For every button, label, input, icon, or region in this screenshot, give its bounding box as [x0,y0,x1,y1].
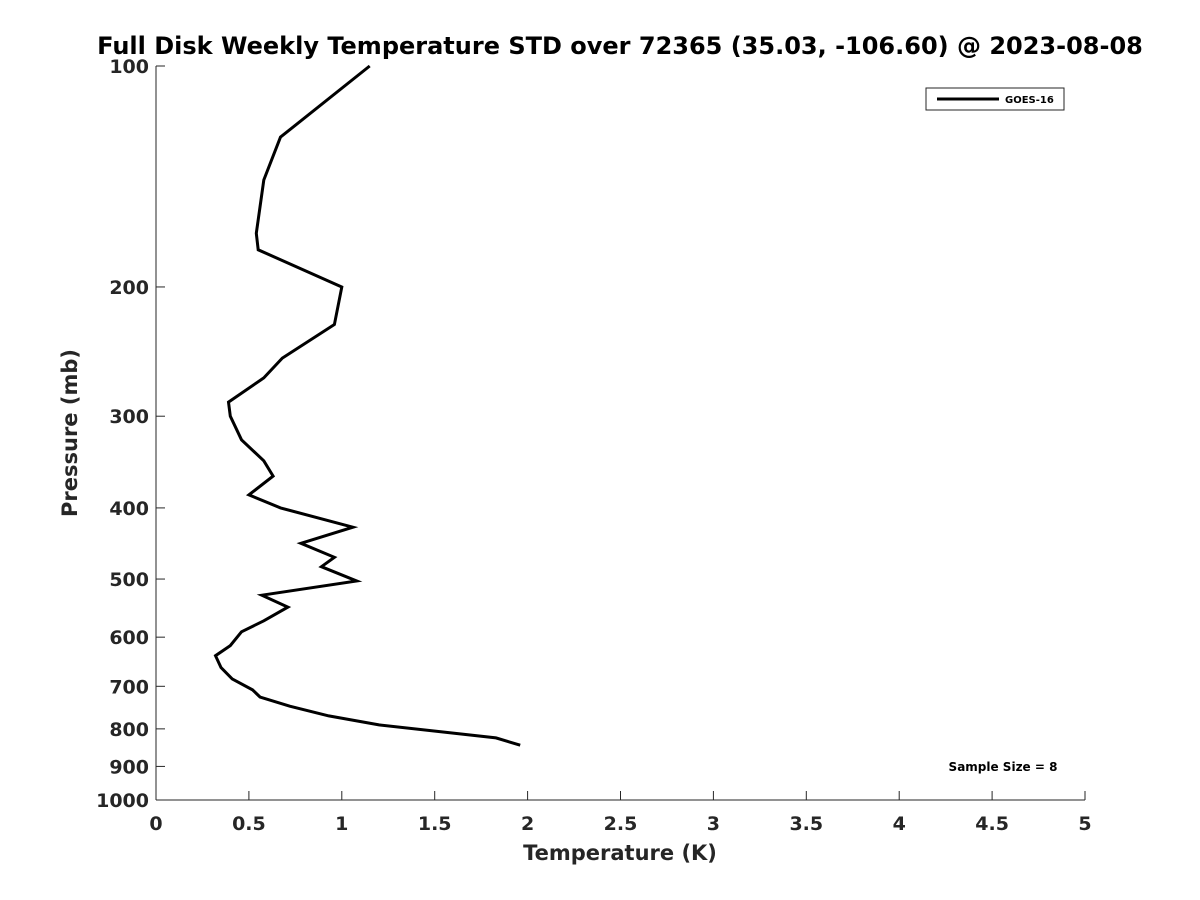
y-tick-label: 700 [109,676,149,698]
x-tick-label: 4.5 [975,813,1009,835]
x-tick-label: 4 [893,813,906,835]
legend-label-goes-16: GOES-16 [1005,95,1054,106]
chart-title: Full Disk Weekly Temperature STD over 72… [97,32,1143,60]
x-tick-label: 2.5 [604,813,638,835]
y-tick-label: 300 [109,406,149,428]
y-tick-label: 900 [109,756,149,778]
y-tick-label: 1000 [96,790,149,812]
x-tick-label: 5 [1078,813,1091,835]
series-layer [213,64,521,747]
x-tick-label: 3.5 [789,813,823,835]
y-tick-label: 400 [109,498,149,520]
sample-size-annotation: Sample Size = 8 [949,760,1058,774]
x-tick-label: 2 [521,813,534,835]
y-axis-label: Pressure (mb) [58,349,82,517]
x-tick-label: 1.5 [418,813,452,835]
y-axis-ticks: 100 200 300 400 500 600 700 800 900 1000 [96,56,165,812]
x-tick-label: 0 [149,813,162,835]
x-tick-label: 3 [707,813,720,835]
legend: GOES-16 [925,87,1065,111]
x-axis-label: Temperature (K) [523,841,717,865]
y-tick-label: 200 [109,277,149,299]
x-tick-label: 0.5 [232,813,266,835]
x-tick-label: 1 [335,813,348,835]
y-tick-label: 600 [109,627,149,649]
y-tick-label: 100 [109,56,149,78]
y-tick-label: 500 [109,569,149,591]
x-axis-ticks: 0 0.5 1 1.5 2 2.5 3 3.5 4 4.5 5 [149,791,1092,835]
series-line-goes-16 [213,64,521,747]
y-tick-label: 800 [109,719,149,741]
